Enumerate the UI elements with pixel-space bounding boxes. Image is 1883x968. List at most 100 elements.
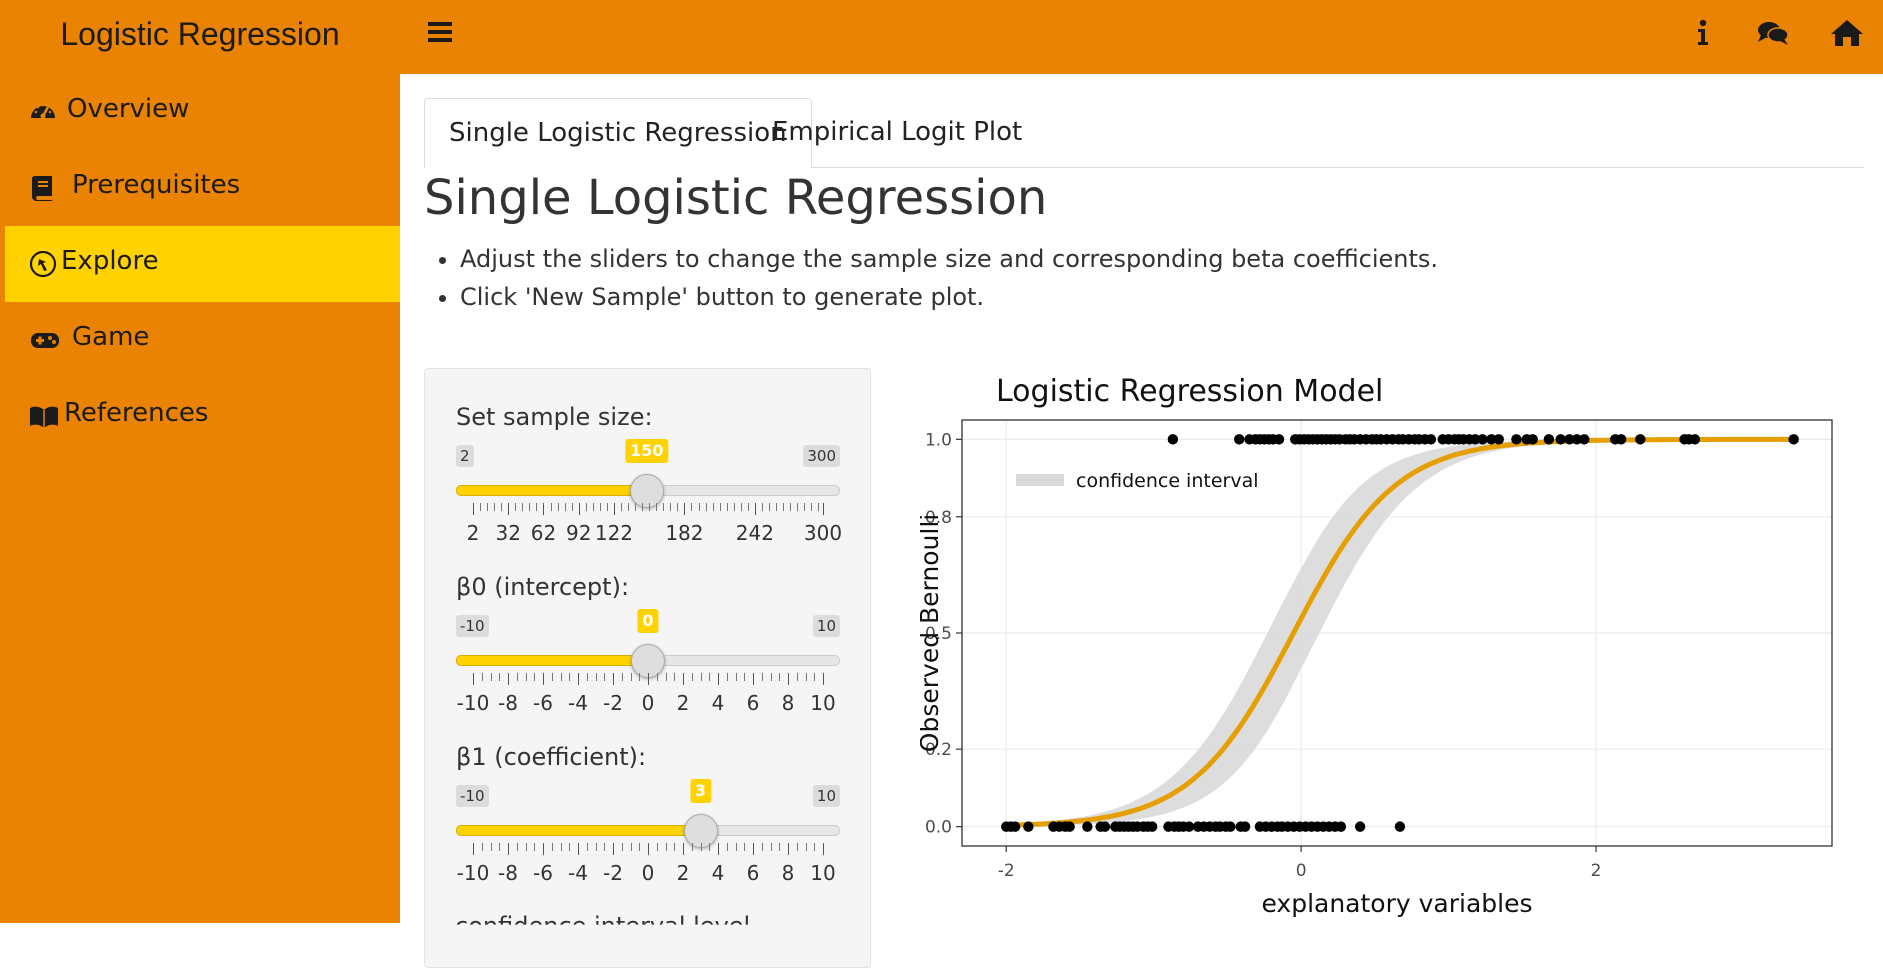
data-point <box>1543 434 1555 445</box>
slider-tick <box>606 503 608 511</box>
slider-tick-label: 10 <box>809 691 837 715</box>
data-point <box>1477 434 1488 445</box>
data-point <box>1486 434 1497 445</box>
slider-tick <box>814 843 816 851</box>
slider-tick <box>663 503 665 511</box>
book-open-reader-icon <box>30 406 58 428</box>
slider-tick-label: -8 <box>497 691 519 715</box>
slider-major-tick <box>718 673 719 685</box>
slider-tick <box>534 673 536 681</box>
x-axis-label: explanatory variables <box>1261 889 1532 918</box>
slider-fill <box>456 655 648 666</box>
slider-tick-label: -2 <box>602 861 624 885</box>
slider-tick <box>726 503 728 511</box>
intercept-slider[interactable]: -10 10 0 -10 -8 -6 -4 -2 0 2 4 6 8 10 <box>455 609 840 715</box>
top-header: Logistic Regression <box>0 0 1883 74</box>
sidebar-item-overview[interactable]: Overview <box>5 74 400 150</box>
slider-tick <box>796 843 798 851</box>
slider-tick-label: 242 <box>734 521 775 545</box>
info-button[interactable] <box>1688 18 1718 48</box>
sidebar-item-references[interactable]: References <box>5 378 400 454</box>
slider-major-tick <box>473 503 474 515</box>
sidebar-item-label: Overview <box>67 94 190 124</box>
slider-major-tick <box>543 673 544 685</box>
slider-tick-label: -8 <box>497 861 519 885</box>
slider-tick-label: -4 <box>567 691 589 715</box>
slider-tick-label: -6 <box>532 861 554 885</box>
data-point <box>1167 434 1179 445</box>
slider-tick <box>783 503 785 511</box>
slider-tick <box>677 503 679 511</box>
slider-tick-label: 2 <box>675 691 691 715</box>
slider-major-tick <box>648 673 649 685</box>
legend-key <box>1016 474 1064 486</box>
instruction-item: Adjust the sliders to change the sample … <box>460 240 1438 278</box>
slider-tick <box>674 843 676 851</box>
slider-tick <box>639 843 641 851</box>
slider-tick <box>501 503 503 511</box>
slider-tick-label: 8 <box>780 691 796 715</box>
slider-tick <box>630 673 632 681</box>
slider-major-tick <box>543 503 545 515</box>
slider-tick <box>529 503 531 511</box>
slider-major-tick <box>823 843 824 855</box>
slider-handle[interactable] <box>631 644 665 678</box>
sidebar-item-game[interactable]: Game <box>5 302 400 378</box>
slider-major-tick <box>613 673 614 685</box>
data-point <box>1099 821 1111 832</box>
slider-tick-label: 62 <box>529 521 558 545</box>
home-button[interactable] <box>1830 18 1864 48</box>
slider-major-tick <box>508 503 510 515</box>
slider-tick <box>740 503 742 511</box>
data-point <box>1571 434 1583 445</box>
tab-single-logistic-regression[interactable]: Single Logistic Regression <box>424 98 812 169</box>
slider-tick-label: 4 <box>710 691 726 715</box>
data-point <box>1635 434 1646 445</box>
slider-tick <box>536 503 538 511</box>
slider-tick <box>712 503 714 511</box>
slider-tick <box>494 503 496 511</box>
slider-max-label: 10 <box>812 615 840 637</box>
slider-tick <box>564 503 566 511</box>
sample-size-label: Set sample size: <box>456 403 653 431</box>
data-point <box>1527 434 1538 445</box>
slider-tick <box>747 503 749 511</box>
tab-empirical-logit-plot[interactable]: Empirical Logit Plot <box>772 117 1023 147</box>
logistic-chart: 0.0 0.2 0.5 0.8 1.0 -2 0 2 explanatory variables… <box>920 364 1860 924</box>
slider-major-tick <box>613 843 614 855</box>
coefficient-slider[interactable]: -10 10 3 -10 -8 -6 -4 -2 0 2 4 6 8 10 <box>455 779 840 885</box>
slider-fill <box>456 825 701 836</box>
slider-tick <box>770 673 772 681</box>
data-point <box>1239 821 1251 832</box>
slider-tick <box>557 503 559 511</box>
slider-ticks: 2 32 62 92 122 182 242 300 <box>456 503 844 545</box>
slider-tick <box>700 673 702 681</box>
controls-panel: Set sample size: 2 300 150 2 32 62 92 122 182… <box>424 368 871 968</box>
sidebar-item-label: Game <box>72 322 150 352</box>
sidebar-toggle-button[interactable] <box>428 18 456 48</box>
slider-tick <box>656 673 658 681</box>
x-tick-label: -2 <box>998 861 1015 881</box>
data-point <box>1354 821 1366 832</box>
slider-tick <box>620 503 622 511</box>
slider-tick <box>735 843 737 851</box>
slider-tick <box>534 843 536 851</box>
comments-button[interactable] <box>1756 18 1790 48</box>
slider-tick <box>550 503 552 511</box>
data-point <box>1615 434 1627 445</box>
slider-tick <box>805 673 807 681</box>
data-point <box>1555 434 1566 445</box>
confidence-level-label: confidence interval level <box>455 912 750 925</box>
sidebar-item-explore[interactable]: Explore <box>5 226 400 302</box>
slider-major-tick <box>648 843 649 855</box>
sidebar-item-prerequisites[interactable]: Prerequisites <box>5 150 400 226</box>
slider-major-tick <box>718 843 719 855</box>
slider-tick <box>691 503 693 511</box>
slider-tick <box>709 843 711 851</box>
slider-handle[interactable] <box>629 474 664 508</box>
gamepad-icon <box>31 333 59 348</box>
slider-tick <box>649 503 651 511</box>
slider-tick <box>642 503 644 511</box>
sample-size-slider[interactable]: 2 300 150 2 32 62 92 122 182 242 300 <box>456 439 844 545</box>
slider-tick-label: 2 <box>465 521 481 545</box>
